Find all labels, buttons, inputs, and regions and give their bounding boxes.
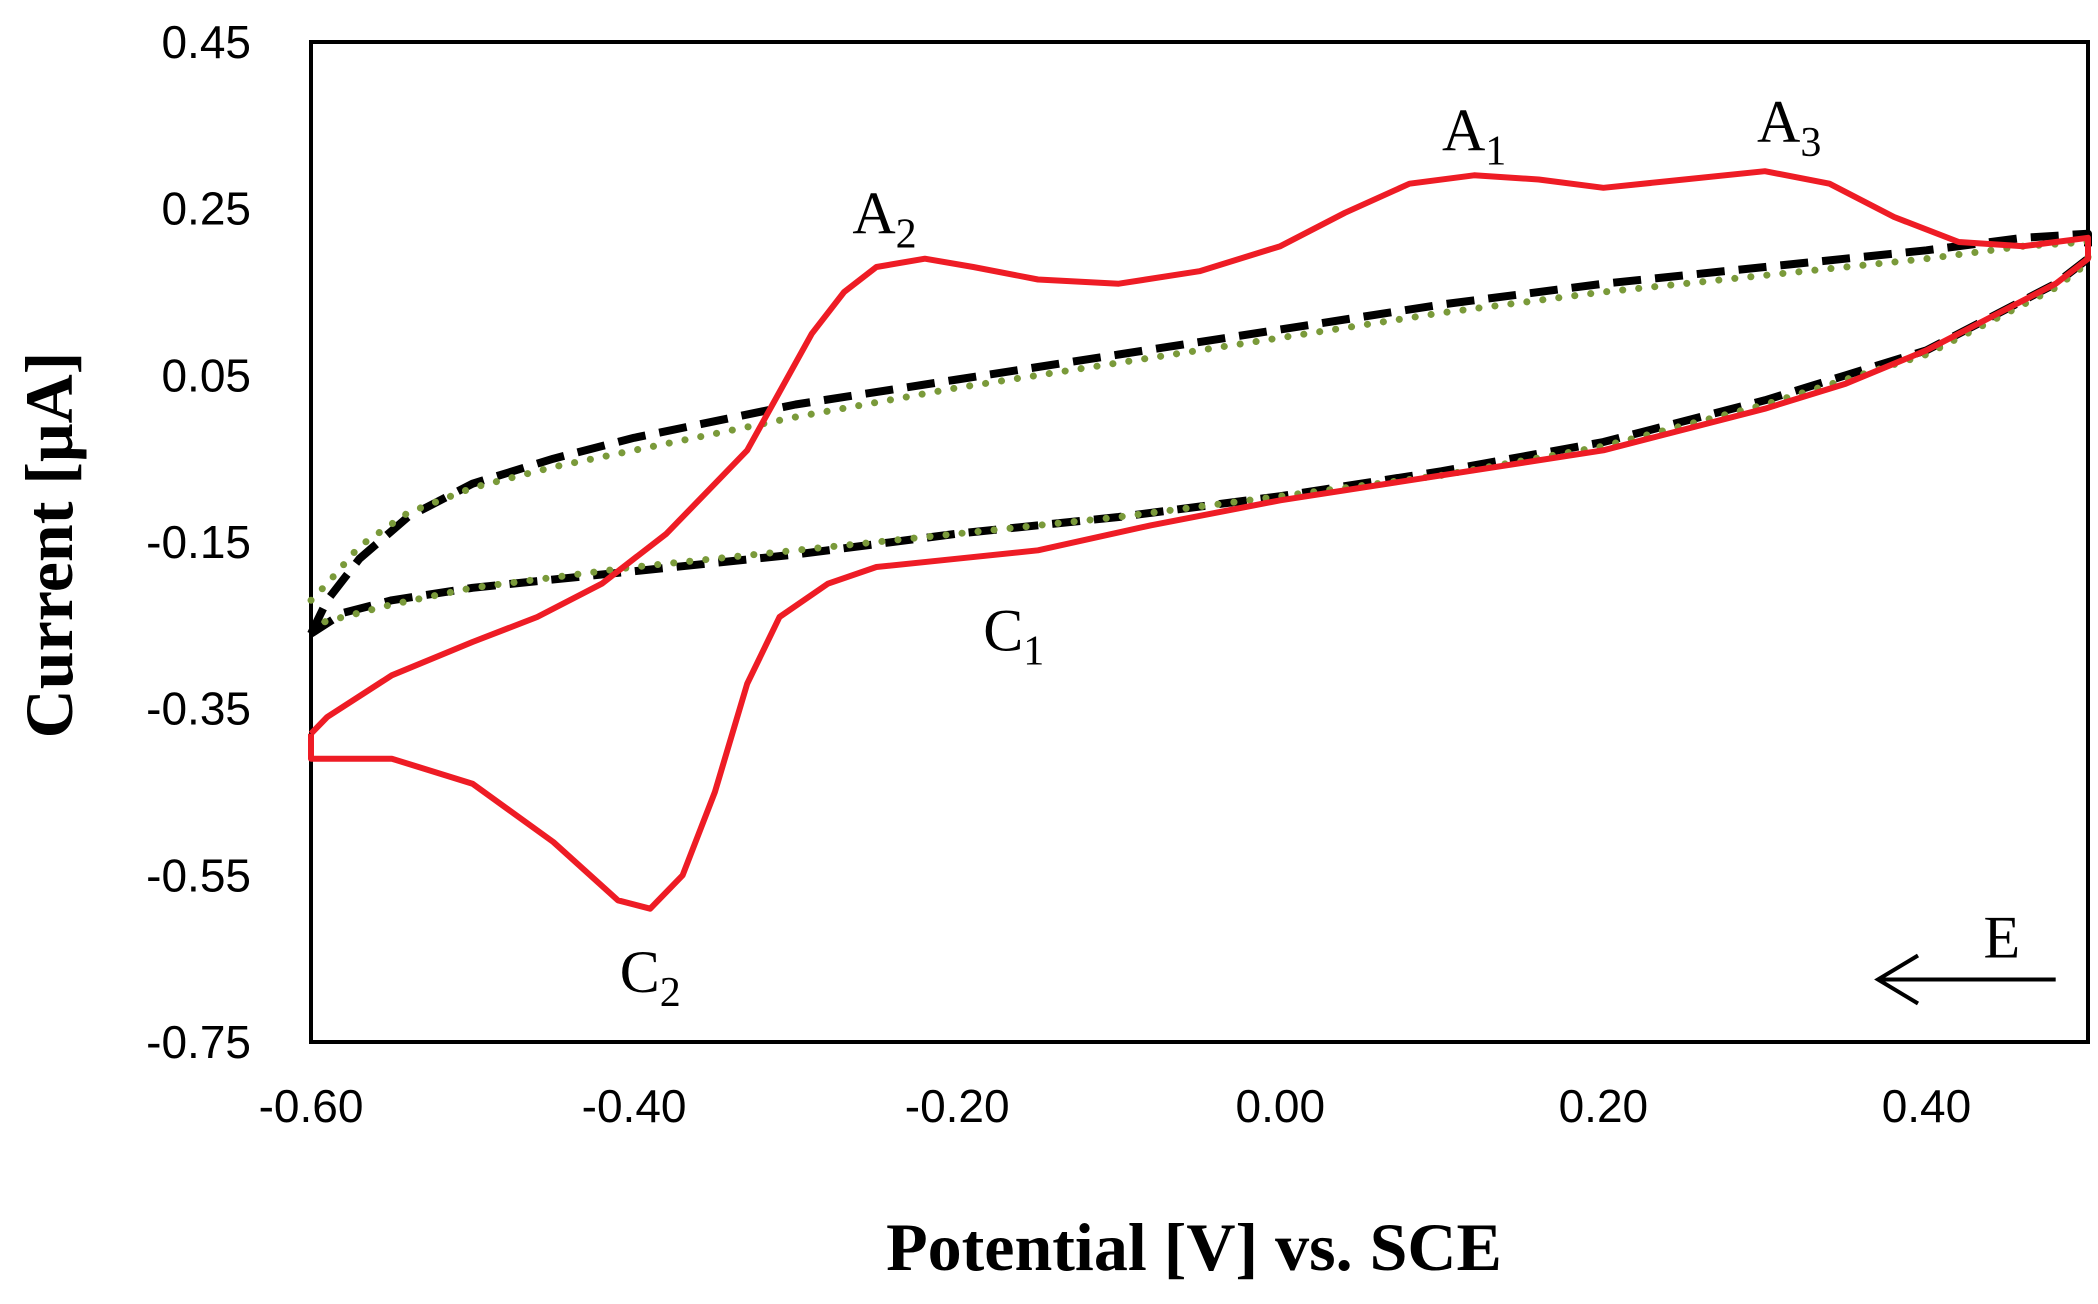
y-axis-ticks: 0.45 0.25 0.05 -0.15 -0.35 -0.55 -0.75 xyxy=(146,16,251,1068)
x-tick-label: 0.20 xyxy=(1559,1080,1649,1132)
series-line-black-dashed xyxy=(307,229,2092,638)
y-tick-label: -0.15 xyxy=(146,516,251,568)
x-axis-title: Potential [V] vs. SCE xyxy=(886,1209,1502,1285)
series-layer xyxy=(307,168,2092,912)
y-tick-label: 0.05 xyxy=(161,349,251,401)
y-tick-label: -0.55 xyxy=(146,849,251,901)
y-axis-title: Current [μA] xyxy=(11,352,87,739)
y-tick-label: 0.25 xyxy=(161,183,251,235)
scan-direction-arrow-head xyxy=(1874,953,1920,1006)
x-axis-ticks: -0.60 -0.40 -0.20 0.00 0.20 0.40 xyxy=(259,1080,1972,1132)
y-tick-label: -0.35 xyxy=(146,683,251,735)
peak-label-C1: C1 xyxy=(983,597,1044,674)
plot-area-frame xyxy=(309,40,2090,1044)
x-tick-label: -0.40 xyxy=(582,1080,687,1132)
x-tick-label: 0.40 xyxy=(1882,1080,1972,1132)
x-tick-label: -0.60 xyxy=(259,1080,364,1132)
scan-direction-label: E xyxy=(1984,905,2021,971)
y-tick-label: 0.45 xyxy=(161,16,251,68)
x-tick-label: -0.20 xyxy=(905,1080,1010,1132)
y-tick-label: -0.75 xyxy=(146,1016,251,1068)
series-line-red-solid xyxy=(308,168,2091,912)
scan-direction-arrow: E xyxy=(1874,905,2056,1006)
x-tick-label: 0.00 xyxy=(1236,1080,1326,1132)
